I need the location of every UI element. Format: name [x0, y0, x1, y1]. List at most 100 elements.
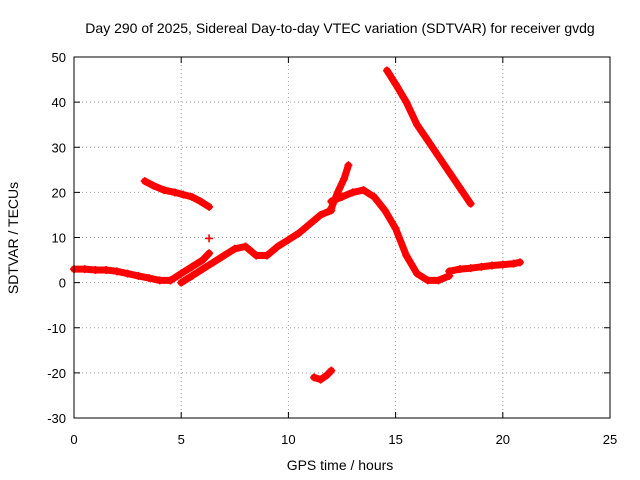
x-tick-labels: 0 5 10 15 20 25 — [70, 432, 617, 447]
data-point — [455, 183, 464, 192]
data-point — [327, 366, 336, 375]
data-point — [80, 265, 89, 274]
data-point — [498, 260, 507, 269]
data-point — [123, 269, 132, 278]
data-point — [413, 269, 422, 278]
data-point — [413, 120, 422, 129]
y-tick-label: 50 — [52, 50, 66, 65]
data-point — [196, 197, 205, 206]
x-tick-label: 10 — [281, 432, 295, 447]
data-point — [338, 192, 346, 201]
series-arc-4 — [177, 206, 336, 287]
data-point — [477, 262, 486, 271]
x-tick-label: 0 — [70, 432, 77, 447]
y-tick-label: 40 — [52, 95, 66, 110]
data-point — [340, 174, 349, 183]
data-point — [252, 251, 261, 260]
data-point — [262, 251, 271, 260]
y-tick-label: 10 — [52, 231, 66, 246]
series-line — [383, 67, 475, 208]
y-tick-label: -20 — [47, 366, 66, 381]
data-point — [348, 188, 357, 197]
data-point — [140, 177, 149, 186]
data-point — [170, 188, 179, 197]
data-point — [370, 192, 379, 201]
data-point — [230, 244, 239, 253]
data-point — [359, 186, 368, 195]
data-point — [434, 276, 443, 285]
grid-lines — [74, 57, 610, 418]
data-point — [402, 251, 411, 260]
data-point — [187, 271, 196, 280]
tick-marks — [73, 56, 611, 419]
series-line — [327, 186, 453, 284]
data-point — [515, 258, 524, 267]
series-line — [177, 206, 335, 287]
series-arc-2 — [140, 177, 214, 211]
data-layer — [70, 66, 524, 384]
data-point — [198, 256, 207, 265]
data-point — [402, 98, 411, 107]
data-point — [466, 264, 475, 273]
data-point — [423, 276, 432, 285]
data-point — [310, 373, 319, 382]
chart-title: Day 290 of 2025, Sidereal Day-to-day VTE… — [85, 20, 594, 36]
data-point — [423, 136, 432, 145]
data-point — [241, 242, 250, 251]
x-axis-label: GPS time / hours — [287, 457, 394, 473]
data-point — [187, 192, 196, 201]
x-tick-label: 20 — [496, 432, 510, 447]
data-point — [134, 271, 143, 280]
data-point — [205, 202, 214, 211]
series-outlier — [205, 234, 214, 243]
data-point — [445, 267, 454, 276]
data-point — [509, 259, 518, 268]
series-arc-8 — [445, 258, 524, 276]
data-point — [455, 265, 464, 274]
data-point — [316, 375, 325, 384]
x-tick-label: 15 — [388, 432, 402, 447]
x-tick-label: 25 — [603, 432, 617, 447]
data-point — [177, 269, 186, 278]
series-arc-7 — [383, 66, 475, 208]
data-point — [327, 197, 336, 206]
data-point — [391, 80, 400, 89]
y-tick-label: -30 — [47, 411, 66, 426]
data-point — [205, 249, 214, 258]
data-point — [179, 190, 188, 199]
data-point — [391, 224, 400, 233]
data-point — [209, 258, 218, 267]
data-point — [284, 235, 293, 244]
data-point — [434, 152, 443, 161]
y-axis-label: SDTVAR / TECUs — [5, 182, 21, 294]
data-point — [160, 186, 169, 195]
data-point — [305, 219, 314, 228]
series-arc-1 — [70, 265, 175, 285]
data-point — [155, 276, 164, 285]
data-point — [383, 66, 392, 75]
data-point — [198, 265, 207, 274]
series-line — [310, 367, 335, 384]
data-point — [295, 228, 304, 237]
y-tick-label: -10 — [47, 321, 66, 336]
data-point — [187, 262, 196, 271]
data-point — [112, 267, 121, 276]
x-tick-label: 5 — [178, 432, 185, 447]
data-point — [380, 206, 389, 215]
data-point — [344, 161, 353, 170]
data-point — [102, 265, 111, 274]
data-point — [322, 371, 331, 380]
data-point — [145, 274, 154, 283]
data-point — [149, 181, 158, 190]
data-point — [316, 210, 325, 219]
data-point — [327, 204, 336, 213]
data-point — [205, 234, 214, 243]
y-tick-label: 30 — [52, 140, 66, 155]
data-point — [166, 276, 175, 285]
data-point — [466, 199, 475, 208]
data-point — [273, 242, 282, 251]
data-point — [220, 251, 229, 260]
data-point — [488, 261, 497, 270]
y-tick-labels: -30 -20 -10 0 10 20 30 40 50 — [47, 50, 66, 426]
